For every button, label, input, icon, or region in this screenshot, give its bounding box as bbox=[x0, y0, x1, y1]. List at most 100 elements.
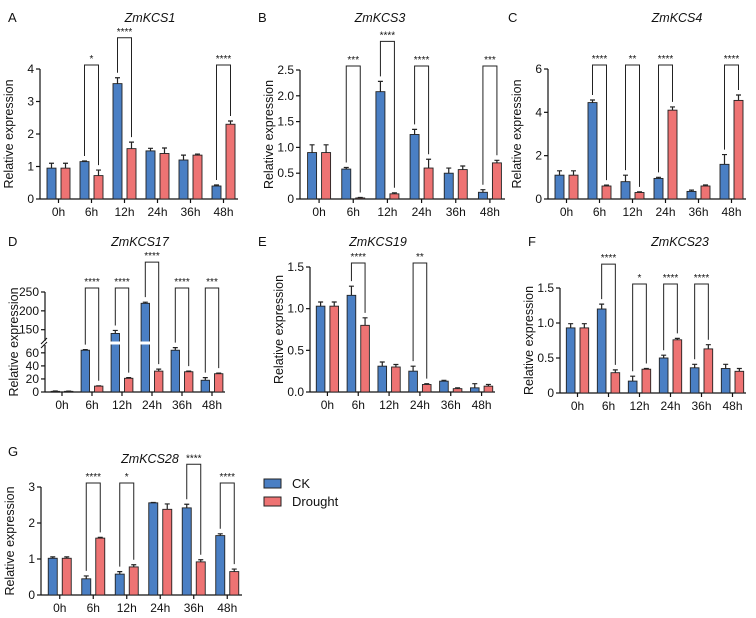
significance-bracket bbox=[663, 283, 678, 351]
error-bar bbox=[82, 348, 88, 351]
y-axis-label: Relative expression bbox=[272, 275, 286, 384]
error-bar bbox=[172, 347, 178, 351]
bar-drought-48h bbox=[491, 162, 502, 200]
bar-drought-0h bbox=[329, 305, 339, 393]
significance-bracket bbox=[117, 37, 132, 138]
y-tick-label: 1.5 bbox=[537, 281, 554, 295]
bar-ck-48h bbox=[477, 191, 488, 200]
bar-drought-6h bbox=[610, 372, 621, 394]
error-bar bbox=[568, 323, 574, 328]
error-bar bbox=[736, 94, 741, 101]
error-bar bbox=[228, 120, 233, 125]
panel-title: ZmKCS3 bbox=[354, 11, 406, 25]
bar-ck-24h bbox=[145, 150, 156, 200]
x-tick-label: 36h bbox=[446, 205, 466, 219]
error-bar bbox=[736, 367, 742, 372]
bar-drought-6h bbox=[360, 324, 370, 393]
significance-bracket bbox=[84, 64, 99, 166]
significance-bracket bbox=[114, 287, 130, 373]
significance-stars: **** bbox=[84, 277, 100, 288]
y-tick-label: 200 bbox=[19, 304, 39, 318]
error-bar bbox=[581, 323, 587, 328]
bar-drought-36h bbox=[184, 371, 194, 393]
y-tick-label: 40 bbox=[26, 359, 40, 373]
bar-ck-36h bbox=[686, 190, 697, 200]
error-bar bbox=[131, 564, 137, 567]
x-tick-label: 36h bbox=[180, 205, 200, 219]
panel-title: ZmKCS19 bbox=[348, 235, 407, 249]
y-tick-label: 1.0 bbox=[537, 316, 554, 330]
bar-ck-6h bbox=[596, 308, 607, 394]
bar-drought-36h bbox=[192, 154, 203, 200]
error-bar bbox=[318, 301, 324, 307]
error-bar bbox=[129, 141, 134, 149]
significance-bracket bbox=[345, 65, 361, 193]
bar-ck-6h bbox=[80, 349, 90, 393]
y-tick-label: 1 bbox=[27, 160, 34, 174]
bar-drought-36h bbox=[703, 348, 714, 394]
panel-title: ZmKCS1 bbox=[124, 11, 176, 25]
x-tick-label: 0h bbox=[52, 205, 65, 219]
error-bar bbox=[412, 128, 418, 135]
x-tick-label: 0h bbox=[312, 205, 325, 219]
error-bar bbox=[494, 159, 500, 163]
bar-drought-24h bbox=[159, 153, 170, 200]
x-tick-label: 6h bbox=[352, 398, 365, 412]
error-bar bbox=[126, 377, 132, 379]
y-tick-label: 1.5 bbox=[277, 115, 294, 129]
error-bar bbox=[599, 303, 605, 309]
bar-ck-6h bbox=[81, 578, 92, 596]
panel-title: ZmKCS23 bbox=[650, 235, 709, 249]
significance-stars: **** bbox=[663, 273, 679, 284]
error-bar bbox=[623, 174, 628, 182]
significance-bracket bbox=[412, 262, 428, 379]
x-tick-label: 24h bbox=[150, 601, 170, 615]
legend: CK Drought bbox=[263, 476, 339, 509]
significance-stars: **** bbox=[601, 253, 617, 264]
y-tick-label: 250 bbox=[19, 285, 39, 299]
significance-bracket bbox=[119, 482, 135, 567]
error-bar bbox=[643, 367, 649, 370]
error-bar bbox=[446, 167, 452, 174]
y-tick-label: 0.5 bbox=[537, 351, 554, 365]
x-tick-label: 6h bbox=[593, 205, 606, 219]
error-bar bbox=[186, 370, 192, 372]
bar-ck-0h bbox=[565, 327, 576, 394]
bar-drought-12h bbox=[126, 148, 137, 200]
y-tick-label: 1.0 bbox=[277, 140, 294, 154]
error-bar bbox=[674, 337, 680, 340]
y-tick-label: 1 bbox=[28, 552, 35, 566]
significance-bracket bbox=[84, 287, 100, 381]
bar-drought-48h bbox=[229, 571, 240, 596]
bar-ck-48h bbox=[470, 387, 480, 393]
error-bar bbox=[612, 369, 618, 373]
significance-bracket bbox=[601, 263, 616, 365]
bar-ck-6h bbox=[341, 168, 352, 200]
y-axis-label: Relative expression bbox=[510, 79, 524, 188]
bar-drought-0h bbox=[61, 557, 72, 596]
bar-drought-24h bbox=[423, 167, 434, 200]
error-bar bbox=[64, 556, 70, 559]
y-tick-label: 6 bbox=[535, 62, 542, 76]
bar-drought-0h bbox=[568, 174, 579, 200]
y-tick-label: 1.0 bbox=[287, 302, 304, 316]
bar-ck-12h bbox=[377, 365, 388, 393]
bar-ck-0h bbox=[307, 152, 318, 200]
significance-stars: ** bbox=[629, 54, 637, 65]
x-tick-label: 12h bbox=[377, 205, 397, 219]
panel-letter: G bbox=[8, 444, 18, 459]
significance-bracket bbox=[482, 65, 498, 185]
error-bar bbox=[343, 166, 349, 170]
significance-stars: *** bbox=[347, 55, 359, 66]
error-bar bbox=[656, 176, 661, 179]
bar-ck-36h bbox=[439, 380, 449, 393]
legend-swatch-ck bbox=[263, 478, 282, 489]
y-tick-label: 2 bbox=[535, 149, 542, 163]
bar-ck-6h bbox=[346, 294, 357, 393]
error-bar bbox=[410, 365, 416, 372]
error-bar bbox=[216, 372, 222, 374]
significance-bracket bbox=[724, 64, 739, 150]
error-bar bbox=[184, 503, 190, 508]
error-bar bbox=[97, 536, 103, 539]
